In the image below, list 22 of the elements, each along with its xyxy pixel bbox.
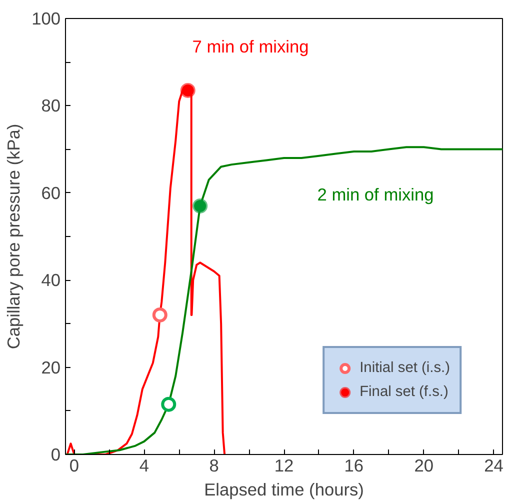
point (180, 82, 196, 98)
y-tick-label: 40 (41, 270, 61, 290)
x-tick-label: 24 (484, 456, 504, 476)
point (161, 396, 176, 412)
y-tick-label: 60 (41, 182, 61, 203)
point (152, 307, 168, 322)
y-tick-label: 20 (41, 357, 61, 378)
legend-label: Initial set (i.s.) (360, 360, 450, 376)
x-tick-label: 12 (274, 456, 294, 476)
x-tick-label: 16 (344, 456, 364, 476)
annotation: 2 min of mixing (317, 184, 434, 204)
x-tick-label: 4 (139, 456, 150, 476)
x-axis-title: Elapsed time (hours) (204, 480, 364, 500)
annotation: 7 min of mixing (192, 36, 309, 56)
y-tick-label: 100 (32, 8, 61, 28)
point (192, 198, 208, 214)
x-tick-label: 8 (209, 456, 219, 476)
y-tick-label: 80 (41, 96, 61, 116)
x-tick-label: 0 (69, 456, 80, 476)
y-axis-title: Capillary pore pressure (kPa) (4, 124, 24, 350)
x-tick-label: 20 (414, 456, 434, 476)
legend-label: Final set (f.s.) (360, 384, 448, 400)
